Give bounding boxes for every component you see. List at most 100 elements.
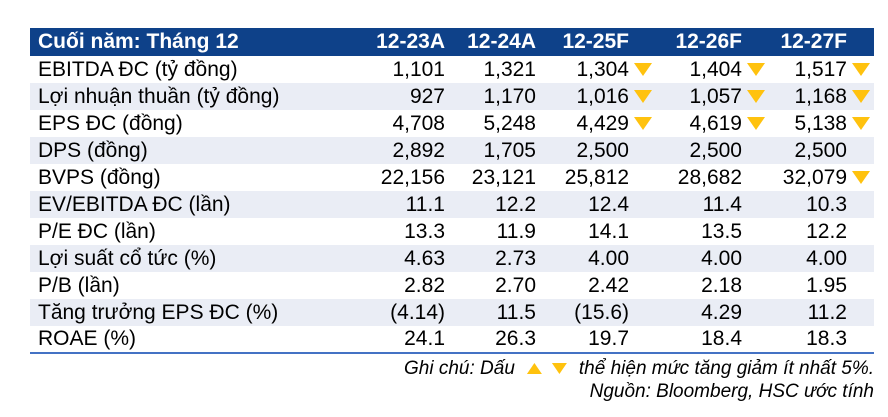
cell-content: 19.7 bbox=[563, 327, 656, 351]
cell-value: 18.3 bbox=[806, 327, 847, 350]
column-header-12-23A: 12-23A bbox=[376, 28, 472, 56]
cell-content: 1.95 bbox=[769, 274, 874, 298]
down-triangle-icon bbox=[747, 117, 765, 130]
cell-content: 4.00 bbox=[563, 247, 656, 271]
value-cell: 19.7 bbox=[563, 326, 656, 353]
cell-value: 4.00 bbox=[806, 246, 847, 270]
value-cell: 4.29 bbox=[656, 299, 769, 326]
cell-value: 11.5 bbox=[496, 300, 536, 324]
cell-value: 5,138 bbox=[794, 111, 847, 135]
cell-content: 11.1 bbox=[380, 193, 472, 217]
cell-content: 1,057 bbox=[656, 85, 769, 109]
cell-content: 18.4 bbox=[656, 327, 769, 351]
value-cell: (15.6) bbox=[563, 299, 656, 326]
column-header-12-25F: 12-25F bbox=[562, 28, 656, 56]
cell-value: 12.2 bbox=[495, 192, 536, 216]
cell-value: 4.00 bbox=[701, 246, 742, 270]
cell-content: 11.2 bbox=[769, 301, 874, 325]
value-cell: 927 bbox=[380, 83, 472, 110]
down-triangle-icon bbox=[634, 117, 652, 130]
row-label: ROAE (%) bbox=[38, 327, 137, 350]
value-cell: 4.00 bbox=[769, 245, 874, 272]
cell-value: 12.4 bbox=[588, 192, 629, 216]
row-label: Lợi nhuận thuần (tỷ đồng) bbox=[38, 84, 280, 108]
cell-value: 10.3 bbox=[806, 192, 847, 216]
value-cell: 11.1 bbox=[380, 191, 472, 218]
cell-content: 25,812 bbox=[563, 166, 656, 190]
cell-content: 1,170 bbox=[472, 85, 563, 109]
table-row: Lợi nhuận thuần (tỷ đồng) 927 1,170 1,016 1,… bbox=[30, 83, 874, 110]
cell-content: 12-25F bbox=[562, 30, 656, 54]
value-cell: 12.2 bbox=[472, 191, 563, 218]
down-triangle-icon bbox=[747, 90, 765, 103]
cell-content: 26.3 bbox=[472, 327, 563, 351]
value-cell: 4,619 bbox=[656, 110, 769, 137]
row-label: EPS ĐC (đồng) bbox=[38, 111, 183, 135]
cell-value: 2.42 bbox=[588, 273, 629, 297]
cell-content: 4.29 bbox=[656, 301, 769, 325]
cell-content: 2,500 bbox=[656, 139, 769, 163]
cell-content: 2,500 bbox=[563, 139, 656, 163]
cell-value: (15.6) bbox=[574, 300, 629, 324]
value-cell: 2,500 bbox=[563, 137, 656, 164]
header-row: Cuối năm: Tháng 12 12-23A 12-24A 12-25F 12-… bbox=[30, 28, 874, 56]
cell-value: 2.18 bbox=[701, 273, 742, 297]
column-header-12-27F: 12-27F bbox=[769, 28, 874, 56]
table-row: ROAE (%) 24.1 26.3 19.7 18.4 18.3 bbox=[30, 326, 874, 353]
cell-content: 5,138 bbox=[769, 112, 874, 136]
value-cell: 11.5 bbox=[472, 299, 563, 326]
cell-content: 2,892 bbox=[380, 139, 472, 163]
cell-content: 4.00 bbox=[769, 247, 874, 271]
cell-value: 1,168 bbox=[794, 84, 847, 108]
cell-content: 1,705 bbox=[472, 139, 563, 163]
cell-value: 2,500 bbox=[794, 138, 847, 162]
table-row: EBITDA ĐC (tỷ đồng) 1,101 1,321 1,304 1,404 1… bbox=[30, 56, 874, 83]
value-cell: 1,170 bbox=[472, 83, 563, 110]
table-row: DPS (đồng) 2,892 1,705 2,500 2,500 2,500 bbox=[30, 137, 874, 164]
row-label: EBITDA ĐC (tỷ đồng) bbox=[38, 57, 238, 81]
cell-content: 927 bbox=[380, 85, 472, 109]
cell-content: 4.63 bbox=[380, 247, 472, 271]
row-label: DPS (đồng) bbox=[38, 138, 148, 162]
cell-content: 12.4 bbox=[563, 193, 656, 217]
cell-content: 24.1 bbox=[380, 327, 472, 351]
value-cell: 23,121 bbox=[472, 164, 563, 191]
value-cell: 2.42 bbox=[563, 272, 656, 299]
cell-content: 1,016 bbox=[563, 85, 656, 109]
cell-value: 26.3 bbox=[495, 327, 536, 350]
financial-summary-page: Cuối năm: Tháng 12 12-23A 12-24A 12-25F 12-… bbox=[30, 28, 874, 402]
cell-value: 4,429 bbox=[576, 111, 629, 135]
value-cell: 25,812 bbox=[563, 164, 656, 191]
cell-value: 1,101 bbox=[392, 57, 445, 81]
value-cell: 1,304 bbox=[563, 56, 656, 83]
value-cell: 2.82 bbox=[380, 272, 472, 299]
cell-value: 1,304 bbox=[576, 57, 629, 81]
cell-content: (4.14) bbox=[380, 301, 472, 325]
cell-content: 4.00 bbox=[656, 247, 769, 271]
row-label: P/E ĐC (lần) bbox=[38, 219, 156, 243]
cell-value: 4,619 bbox=[689, 111, 742, 135]
value-cell: 26.3 bbox=[472, 326, 563, 353]
cell-content: 1,101 bbox=[380, 58, 472, 82]
cell-content: 5,248 bbox=[472, 112, 563, 136]
note-line: Ghi chú: Dấu thể hiện mức tăng giảm ít nh… bbox=[30, 357, 874, 380]
cell-content: 1,321 bbox=[472, 58, 563, 82]
value-cell: 11.2 bbox=[769, 299, 874, 326]
value-cell: 12.2 bbox=[769, 218, 874, 245]
cell-value: 2,892 bbox=[392, 138, 445, 162]
cell-value: 1.95 bbox=[806, 273, 847, 297]
note-suffix: thể hiện mức tăng giảm ít nhất 5%. bbox=[578, 358, 874, 379]
value-cell: 1,016 bbox=[563, 83, 656, 110]
cell-content: 4,619 bbox=[656, 112, 769, 136]
cell-value: 11.9 bbox=[496, 219, 536, 243]
cell-value: 2.70 bbox=[495, 273, 536, 297]
table-row: EPS ĐC (đồng) 4,708 5,248 4,429 4,619 5,138 bbox=[30, 110, 874, 137]
down-triangle-icon bbox=[551, 363, 567, 374]
cell-content: 2.42 bbox=[563, 274, 656, 298]
cell-content: 18.3 bbox=[769, 327, 874, 351]
cell-content: 12-26F bbox=[656, 30, 769, 54]
financial-summary-table: Cuối năm: Tháng 12 12-23A 12-24A 12-25F 12-… bbox=[30, 28, 874, 354]
cell-content: 2.73 bbox=[472, 247, 563, 271]
source-line: Nguồn: Bloomberg, HSC ước tính bbox=[589, 381, 874, 402]
column-header-12-24A: 12-24A bbox=[467, 28, 563, 56]
